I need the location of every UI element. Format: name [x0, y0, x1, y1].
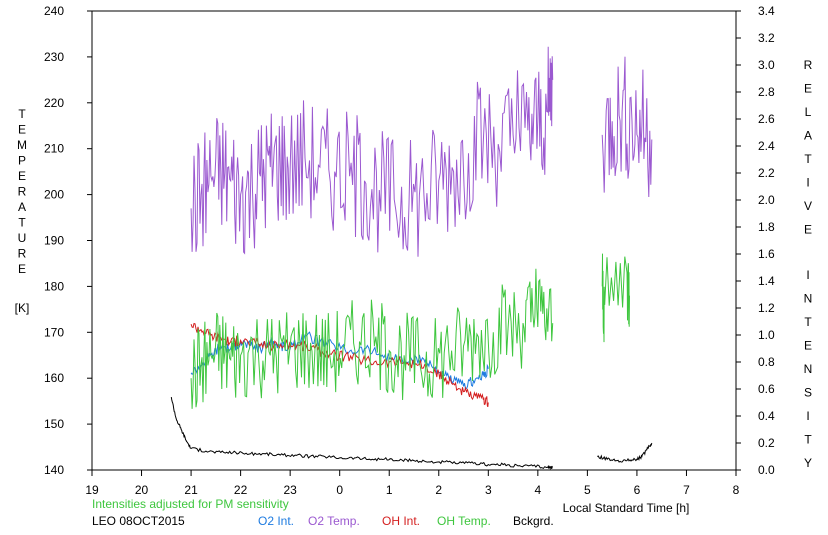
left-title-letter: A — [18, 200, 26, 214]
right-tick-label: 3.4 — [758, 4, 775, 18]
x-tick-label: 2 — [435, 483, 442, 497]
right-axis: 0.0 0.2 0.4 0.6 0.8 1.0 1.2 1.4 1.6 1.8 2.0 2.2 2.4 2… — [736, 4, 775, 477]
x-axis: 19 20 21 22 23 0 1 2 3 4 5 6 7 8 — [85, 470, 740, 497]
left-tick-label: 230 — [44, 50, 64, 64]
x-tick-label: 1 — [386, 483, 393, 497]
right-tick-label: 0.0 — [758, 463, 775, 477]
x-tick-label: 5 — [584, 483, 591, 497]
right-title-letter: I — [806, 176, 809, 190]
right-tick-label: 3.2 — [758, 31, 775, 45]
right-tick-label: 1.0 — [758, 328, 775, 342]
right-tick-label: 2.4 — [758, 139, 775, 153]
right-title-letter: E — [804, 339, 812, 353]
left-title-letter: M — [17, 138, 27, 152]
series-oh-int — [190, 322, 489, 408]
x-tick-label: 19 — [85, 483, 99, 497]
x-tick-label: 3 — [485, 483, 492, 497]
right-title-letter: T — [804, 433, 812, 447]
x-tick-label: 20 — [135, 483, 149, 497]
left-title-letter: R — [18, 185, 27, 199]
right-tick-label: 3.0 — [758, 58, 775, 72]
series-oh-temp — [190, 253, 630, 409]
left-title-letter: R — [18, 247, 27, 261]
right-title-letter: N — [804, 362, 813, 376]
right-tick-label: 1.8 — [758, 220, 775, 234]
left-title-letter: E — [18, 123, 26, 137]
right-tick-label: 0.2 — [758, 436, 775, 450]
x-tick-label: 4 — [535, 483, 542, 497]
left-tick-label: 140 — [44, 463, 64, 477]
right-title-letter: I — [806, 409, 809, 423]
left-tick-label: 190 — [44, 234, 64, 248]
left-tick-label: 200 — [44, 188, 64, 202]
left-tick-label: 210 — [44, 142, 64, 156]
right-title-letter: E — [804, 82, 812, 96]
right-tick-label: 0.6 — [758, 382, 775, 396]
right-title-letter: R — [804, 58, 813, 72]
series-layer — [170, 46, 653, 471]
x-tick-label: 23 — [283, 483, 297, 497]
right-tick-label: 0.4 — [758, 409, 775, 423]
right-tick-label: 0.8 — [758, 355, 775, 369]
station-date-label: LEO 08OCT2015 — [92, 514, 185, 528]
x-tick-label: 0 — [336, 483, 343, 497]
left-title-letter: U — [18, 231, 27, 245]
right-title-letter: N — [804, 292, 813, 306]
right-tick-label: 2.0 — [758, 193, 775, 207]
left-title-letter: T — [18, 107, 26, 121]
x-tick-label: 6 — [634, 483, 641, 497]
left-title-unit: [K] — [15, 301, 30, 315]
x-tick-label: 21 — [184, 483, 198, 497]
right-title-letter: S — [804, 386, 812, 400]
right-title-letter: T — [804, 152, 812, 166]
x-axis-title: Local Standard Time [h] — [563, 501, 690, 515]
right-tick-label: 1.2 — [758, 301, 775, 315]
right-title-letter: E — [804, 223, 812, 237]
left-axis: 140 150 160 170 180 190 200 210 220 230 240 — [44, 4, 92, 477]
right-title-letter: A — [804, 129, 812, 143]
right-tick-label: 2.8 — [758, 85, 775, 99]
legend-bckgrd: Bckgrd. — [513, 514, 554, 528]
right-title-letter: I — [806, 268, 809, 282]
x-tick-label: 22 — [234, 483, 248, 497]
right-tick-label: 1.6 — [758, 247, 775, 261]
right-tick-label: 1.4 — [758, 274, 775, 288]
left-tick-label: 220 — [44, 96, 64, 110]
left-tick-label: 240 — [44, 4, 64, 18]
x-tick-label: 8 — [733, 483, 740, 497]
right-tick-label: 2.6 — [758, 112, 775, 126]
right-title-letter: L — [805, 105, 812, 119]
left-tick-label: 170 — [44, 325, 64, 339]
right-title-letter: Y — [804, 456, 812, 470]
x-tick-label: 7 — [683, 483, 690, 497]
sensitivity-note: Intensities adjusted for PM sensitivity — [92, 497, 289, 511]
legend-oh-temp: OH Temp. — [437, 514, 491, 528]
plot-frame — [91, 10, 737, 471]
left-tick-label: 160 — [44, 371, 64, 385]
series-o2-temp — [190, 46, 653, 257]
series-bckgrd — [170, 397, 653, 471]
legend-o2-temp: O2 Temp. — [308, 514, 360, 528]
left-title-letter: P — [18, 154, 26, 168]
left-title-letter: E — [18, 262, 26, 276]
legend-o2-int: O2 Int. — [258, 514, 295, 528]
left-tick-label: 150 — [44, 417, 64, 431]
left-title-letter: T — [18, 216, 26, 230]
right-title-letter: T — [804, 315, 812, 329]
left-tick-label: 180 — [44, 279, 64, 293]
left-title-letter: E — [18, 169, 26, 183]
right-title-letter: V — [804, 199, 812, 213]
legend-oh-int: OH Int. — [382, 514, 421, 528]
right-tick-label: 2.2 — [758, 166, 775, 180]
